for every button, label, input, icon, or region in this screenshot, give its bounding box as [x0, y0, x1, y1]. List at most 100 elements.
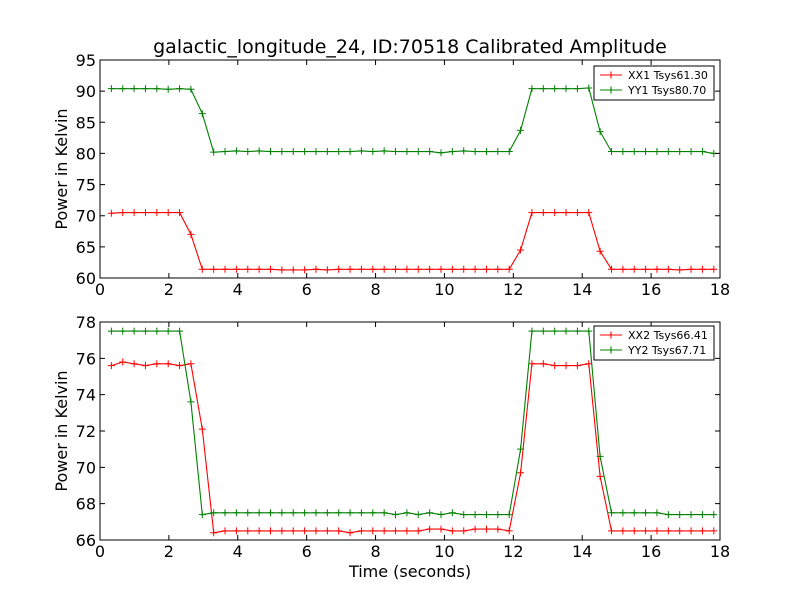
data-point-marker: [596, 247, 604, 255]
y-tick-label: 90: [76, 82, 96, 101]
data-point-marker: [596, 472, 604, 480]
data-point-marker: [539, 327, 547, 335]
data-point-marker: [698, 265, 706, 273]
data-point-marker: [642, 527, 650, 535]
x-axis-label: Time (seconds): [348, 562, 471, 581]
data-point-marker: [312, 265, 320, 273]
data-point-marker: [346, 509, 354, 517]
x-tick-label: 14: [572, 542, 592, 561]
axes-frame: [99, 59, 721, 279]
data-point-marker: [346, 148, 354, 156]
y-tick-label: 75: [76, 176, 96, 195]
data-point-marker: [460, 147, 468, 155]
x-tick-label: 12: [503, 280, 523, 299]
data-point-marker: [437, 525, 445, 533]
data-point-marker: [119, 209, 127, 217]
data-point-marker: [676, 266, 684, 274]
data-point-marker: [289, 148, 297, 156]
data-point-marker: [369, 509, 377, 517]
data-point-marker: [176, 327, 184, 335]
data-point-marker: [676, 511, 684, 519]
data-point-marker: [301, 266, 309, 274]
data-point-marker: [414, 148, 422, 156]
data-point-marker: [198, 265, 206, 273]
data-point-marker: [517, 445, 525, 453]
y-tick-label: 65: [76, 238, 96, 257]
data-point-marker: [414, 511, 422, 519]
data-point-marker: [403, 527, 411, 535]
data-point-marker: [323, 527, 331, 535]
data-point-marker: [471, 525, 479, 533]
x-tick-label: 4: [233, 280, 243, 299]
data-point-marker: [403, 509, 411, 517]
data-point-marker: [335, 527, 343, 535]
data-point-marker: [164, 85, 172, 93]
legend-swatch: [600, 346, 622, 354]
data-point-marker: [664, 511, 672, 519]
data-point-marker: [505, 148, 513, 156]
data-point-marker: [414, 265, 422, 273]
data-point-marker: [539, 85, 547, 93]
data-point-marker: [505, 527, 513, 535]
data-point-marker: [608, 265, 615, 273]
data-point-marker: [335, 265, 343, 273]
x-tick-label: 18: [710, 280, 730, 299]
data-point-marker: [130, 327, 138, 335]
x-tick-label: 0: [95, 280, 105, 299]
y-tick-label: 80: [76, 144, 96, 163]
data-point-marker: [653, 265, 661, 273]
data-point-marker: [289, 527, 297, 535]
data-point-marker: [426, 148, 434, 156]
data-point-marker: [176, 209, 184, 217]
data-point-marker: [380, 527, 388, 535]
data-point-marker: [244, 509, 252, 517]
y-tick-label: 66: [76, 531, 96, 550]
data-point-marker: [710, 265, 718, 273]
data-point-marker: [698, 527, 706, 535]
data-point-marker: [141, 362, 149, 370]
y-tick-label: 78: [76, 313, 96, 332]
data-point-marker: [505, 511, 513, 519]
data-point-marker: [460, 527, 468, 535]
legend-label: YY1 Tsys80.70: [627, 84, 706, 97]
y-tick-label: 74: [76, 386, 96, 405]
data-point-marker: [471, 265, 479, 273]
data-point-marker: [585, 360, 593, 368]
data-point-marker: [187, 230, 195, 238]
data-point-marker: [119, 85, 127, 93]
data-point-marker: [517, 126, 525, 134]
data-point-marker: [323, 509, 331, 517]
data-point-marker: [687, 527, 695, 535]
series-2-1: [107, 358, 718, 537]
data-point-marker: [119, 358, 127, 366]
data-point-marker: [426, 509, 434, 517]
data-point-marker: [278, 527, 286, 535]
data-point-marker: [676, 148, 684, 156]
data-point-marker: [232, 509, 240, 517]
data-point-marker: [687, 265, 695, 273]
data-point-marker: [471, 511, 479, 519]
legend-box: [593, 65, 715, 101]
x-tick-label: 14: [572, 280, 592, 299]
data-point-marker: [198, 425, 206, 433]
data-point-marker: [392, 265, 400, 273]
data-point-marker: [710, 511, 718, 519]
data-point-marker: [653, 509, 661, 517]
data-point-marker: [323, 148, 331, 156]
data-point-marker: [573, 362, 581, 370]
data-point-marker: [130, 209, 138, 217]
y-tick-label: 68: [76, 495, 96, 514]
data-point-marker: [210, 509, 218, 517]
y-tick-label: 76: [76, 349, 96, 368]
data-point-marker: [539, 360, 547, 368]
data-point-marker: [608, 527, 615, 535]
data-point-marker: [437, 149, 445, 157]
data-point-marker: [380, 509, 388, 517]
data-point-marker: [585, 209, 593, 217]
data-point-marker: [494, 265, 502, 273]
data-point-marker: [164, 360, 172, 368]
data-point-marker: [426, 265, 434, 273]
data-point-marker: [630, 148, 638, 156]
data-point-marker: [107, 362, 115, 370]
